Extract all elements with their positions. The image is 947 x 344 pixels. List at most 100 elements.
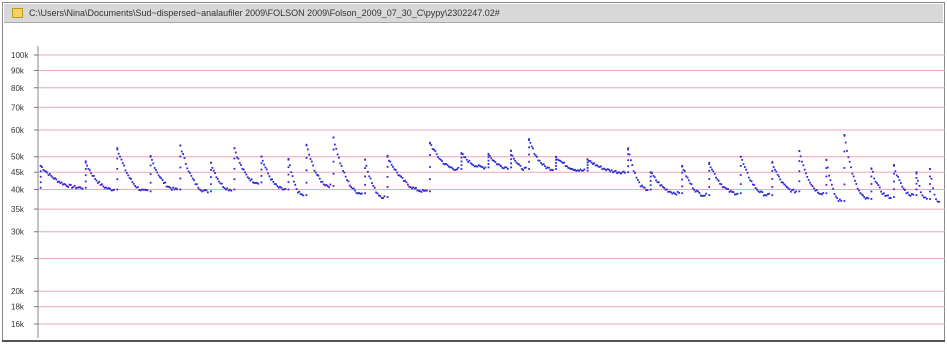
data-point [124, 169, 127, 172]
data-point [893, 196, 895, 198]
data-point [67, 186, 70, 188]
data-point [528, 146, 530, 149]
data-point [460, 152, 463, 155]
data-point [594, 164, 597, 167]
data-point [401, 177, 404, 179]
data-point [65, 185, 68, 188]
data-point [649, 179, 652, 182]
data-point [787, 187, 790, 190]
y-tick-label: 30k [11, 228, 25, 237]
window-titlebar[interactable]: C:\Users\Nina\Documents\Sud~dispersed~an… [4, 4, 943, 23]
data-point [805, 172, 807, 175]
data-point [771, 169, 774, 172]
data-point [936, 200, 939, 203]
data-point [445, 163, 448, 165]
data-point [326, 185, 329, 187]
data-point [423, 190, 425, 192]
data-point [429, 154, 431, 156]
data-point [88, 169, 91, 172]
data-point [908, 194, 911, 197]
data-point [694, 190, 697, 193]
data-point [798, 150, 801, 152]
y-tick-label: 80k [11, 84, 25, 93]
data-point [565, 165, 568, 168]
data-point [287, 181, 290, 183]
data-point [460, 156, 463, 159]
data-point [73, 184, 76, 187]
data-point [131, 181, 134, 183]
data-point [287, 188, 290, 191]
data-point [487, 156, 490, 159]
data-point [284, 188, 287, 190]
data-point [627, 153, 630, 156]
data-point [675, 193, 678, 196]
data-point [522, 169, 525, 171]
data-point [149, 155, 152, 158]
data-point [91, 174, 94, 177]
data-point [56, 181, 59, 183]
data-point [332, 184, 335, 187]
data-point [798, 190, 801, 193]
data-point [52, 177, 55, 180]
data-point [747, 176, 750, 179]
data-point [143, 188, 146, 191]
data-point [212, 169, 215, 172]
data-point [610, 169, 613, 172]
data-point [383, 195, 386, 198]
data-point [386, 175, 389, 178]
data-point [141, 188, 143, 191]
data-point [699, 194, 702, 197]
data-point [254, 182, 257, 184]
data-point [429, 190, 431, 193]
data-point [125, 172, 128, 174]
data-point [793, 191, 796, 194]
data-point [295, 188, 298, 190]
data-point [121, 162, 124, 165]
data-point [223, 187, 226, 190]
data-point [305, 156, 308, 159]
data-point [698, 192, 701, 194]
data-point [862, 194, 864, 197]
data-point [105, 186, 107, 189]
data-point [915, 171, 918, 174]
data-point [283, 188, 285, 191]
data-point [123, 164, 126, 167]
data-point [412, 186, 415, 189]
data-point [920, 191, 922, 194]
data-point [902, 187, 905, 190]
data-point [825, 192, 828, 195]
data-point [388, 159, 390, 162]
data-point [609, 170, 612, 173]
data-point [719, 182, 721, 185]
data-point [269, 178, 272, 181]
data-point [342, 170, 344, 172]
data-point [86, 164, 89, 167]
data-point [206, 191, 209, 194]
data-point [39, 175, 42, 178]
data-point [183, 157, 186, 159]
data-point [708, 186, 711, 188]
data-point [328, 186, 330, 189]
data-point [742, 163, 745, 165]
data-point [488, 155, 491, 157]
data-point [45, 170, 47, 173]
data-point [174, 187, 177, 190]
data-point [69, 184, 72, 186]
data-point [697, 190, 700, 193]
data-point [504, 166, 507, 169]
data-point [135, 186, 138, 189]
data-point [84, 180, 87, 183]
data-point [881, 193, 884, 195]
data-point [635, 176, 638, 179]
data-point [260, 181, 263, 184]
data-point [801, 160, 803, 163]
data-point [616, 172, 618, 174]
data-point [116, 157, 119, 160]
data-point [582, 169, 585, 172]
data-point [393, 168, 396, 171]
data-point [481, 166, 484, 169]
data-point [257, 182, 260, 185]
data-point [244, 171, 246, 174]
data-point [198, 188, 201, 191]
data-point [889, 196, 892, 199]
